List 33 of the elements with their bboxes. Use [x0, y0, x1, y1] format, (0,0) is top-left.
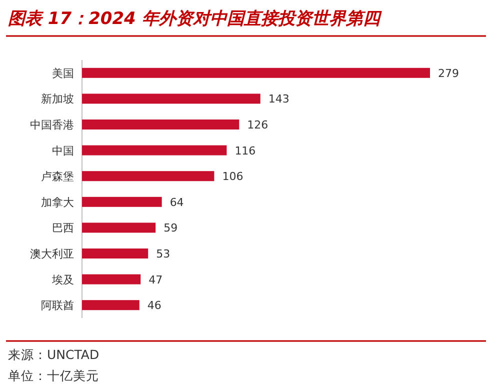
bar: [82, 222, 156, 233]
data-label: 279: [438, 66, 459, 80]
chart-title: 图表 17：2024 年外资对中国直接投资世界第四: [8, 9, 382, 29]
data-label: 106: [222, 170, 244, 184]
y-tick-label: 美国: [52, 66, 74, 80]
data-label: 53: [156, 248, 170, 260]
y-tick-label: 巴西: [52, 222, 74, 235]
bar: [82, 171, 214, 182]
bar: [82, 300, 140, 310]
text: 单位：十亿美元: [8, 368, 99, 383]
y-tick-label: 中国香港: [30, 118, 74, 132]
bar: [82, 274, 141, 284]
data-label: 126: [247, 118, 268, 132]
bar: [82, 120, 240, 130]
y-tick-label: 澳大利亚: [30, 248, 74, 260]
y-tick-label: 卢森堡: [41, 170, 74, 184]
data-label: 143: [268, 92, 290, 106]
data-label: 59: [164, 222, 178, 235]
bar: [82, 196, 162, 207]
data-label: 64: [170, 196, 184, 209]
source-note: 来源：UNCTAD: [8, 347, 100, 362]
y-tick-label: 埃及: [51, 273, 74, 286]
data-label: 116: [234, 144, 256, 158]
bar: [82, 145, 227, 156]
bar: [82, 68, 430, 78]
data-label: 47: [148, 273, 163, 286]
bar: [82, 94, 260, 104]
y-tick-label: 新加坡: [41, 92, 74, 106]
bar: [82, 248, 148, 258]
y-tick-label: 中国: [52, 144, 74, 158]
data-label: 46: [147, 299, 162, 312]
y-tick-label: 加拿大: [41, 196, 74, 209]
y-tick-label: 阿联酋: [41, 299, 74, 312]
